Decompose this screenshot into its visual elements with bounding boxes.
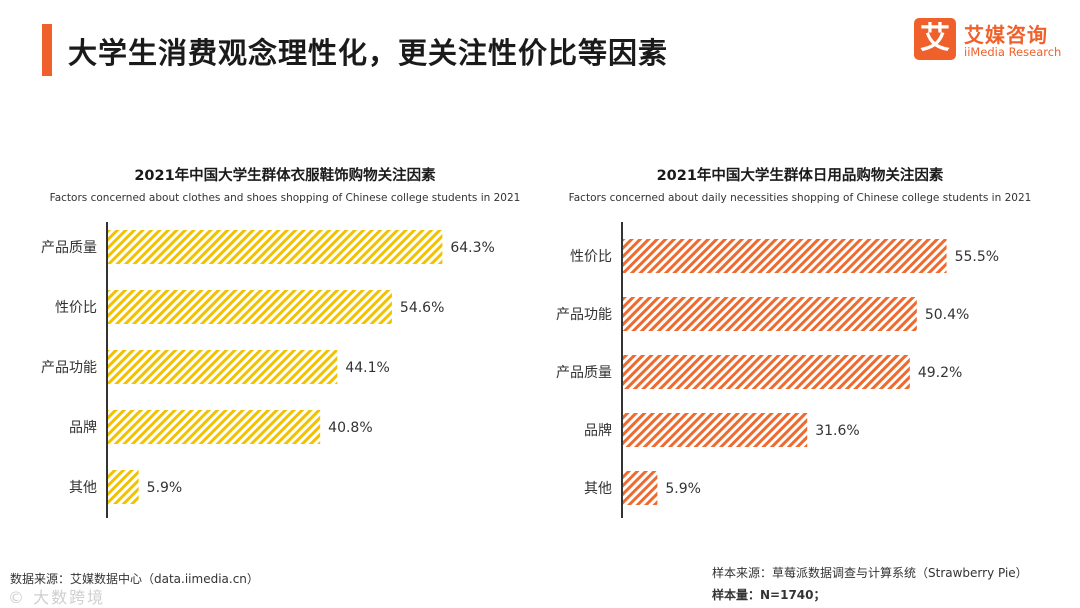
category-label: 其他: [584, 481, 612, 497]
chart-right: 性价比 55.5% 产品功能 50.4% 产品质量 49.2% 品牌 31.6% 其他 5.9%: [556, 222, 999, 518]
bar: [108, 290, 392, 324]
category-label: 产品质量: [41, 240, 97, 256]
bar: [623, 239, 947, 273]
value-label: 64.3%: [450, 240, 494, 256]
bar: [623, 297, 917, 331]
category-label: 性价比: [570, 249, 612, 265]
value-label: 31.6%: [815, 423, 859, 439]
data-source-note: 数据来源：艾媒数据中心（data.iimedia.cn）: [10, 572, 259, 586]
logo-name-cn: 艾媒咨询: [964, 23, 1048, 47]
title-accent-bar: [42, 24, 52, 76]
category-label: 品牌: [584, 422, 612, 439]
value-label: 55.5%: [955, 249, 999, 265]
watermark: © 大数跨境: [8, 588, 106, 607]
chart-left: 产品质量 64.3% 性价比 54.6% 产品功能 44.1% 品牌 40.8% 其他 5.9%: [41, 222, 495, 518]
bar: [623, 413, 808, 447]
bar: [623, 355, 910, 389]
bar: [108, 230, 443, 264]
logo-mark: 艾: [914, 18, 956, 60]
bar: [108, 410, 321, 444]
value-label: 40.8%: [328, 420, 372, 436]
value-label: 49.2%: [918, 365, 962, 381]
category-label: 产品质量: [556, 365, 612, 381]
logo-name-en: iiMedia Research: [964, 45, 1062, 59]
chart-right-subtitle: Factors concerned about daily necessitie…: [568, 192, 1032, 204]
chart-right-title: 2021年中国大学生群体日用品购物关注因素: [656, 168, 944, 184]
category-label: 产品功能: [556, 307, 612, 323]
category-label: 品牌: [69, 419, 97, 436]
bar: [108, 470, 139, 504]
category-label: 性价比: [55, 300, 97, 316]
value-label: 5.9%: [665, 481, 701, 497]
value-label: 44.1%: [345, 360, 389, 376]
value-label: 5.9%: [147, 480, 183, 496]
iimedia-logo: 艾 艾媒咨询 iiMedia Research: [914, 18, 1064, 62]
category-label: 其他: [69, 480, 97, 496]
sample-size-note: 样本量：N=1740；: [712, 588, 826, 602]
value-label: 54.6%: [400, 300, 444, 316]
bar: [108, 350, 338, 384]
category-label: 产品功能: [41, 360, 97, 376]
chart-left-subtitle: Factors concerned about clothes and shoe…: [49, 192, 521, 204]
bar: [623, 471, 658, 505]
chart-left-title: 2021年中国大学生群体衣服鞋饰购物关注因素: [134, 168, 436, 184]
page-title: 大学生消费观念理性化，更关注性价比等因素: [68, 36, 669, 70]
sample-source-note: 样本来源：草莓派数据调查与计算系统（Strawberry Pie）: [712, 566, 1028, 580]
value-label: 50.4%: [925, 307, 969, 323]
